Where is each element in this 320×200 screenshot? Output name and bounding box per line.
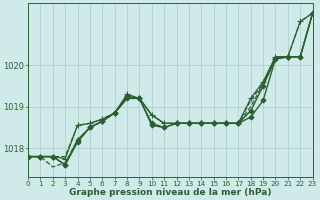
X-axis label: Graphe pression niveau de la mer (hPa): Graphe pression niveau de la mer (hPa) (69, 188, 272, 197)
